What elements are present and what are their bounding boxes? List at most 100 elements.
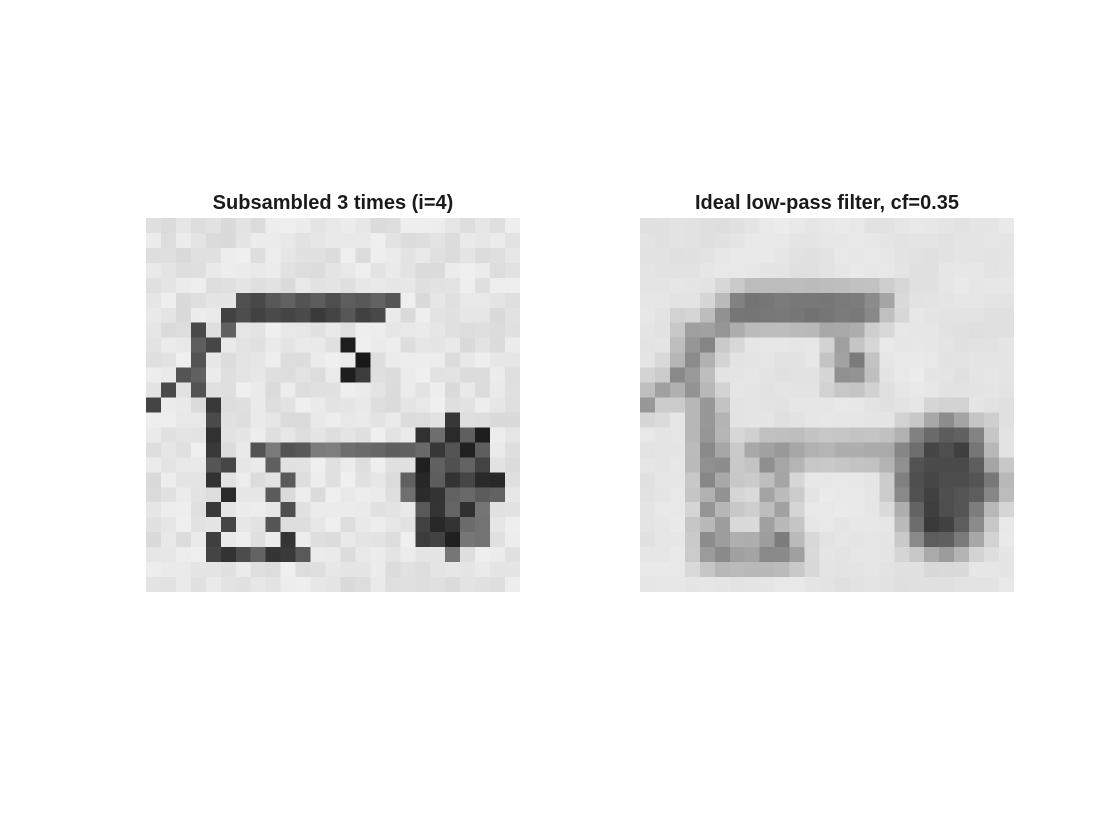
pixel <box>236 308 251 323</box>
pixel <box>685 457 700 472</box>
pixel <box>909 383 924 398</box>
pixel <box>894 308 909 323</box>
pixel <box>640 383 655 398</box>
pixel <box>685 398 700 413</box>
pixel <box>445 562 460 577</box>
pixel <box>326 233 341 248</box>
pixel <box>730 263 745 278</box>
pixel <box>939 502 954 517</box>
pixel <box>879 383 894 398</box>
pixel <box>326 472 341 487</box>
pixel <box>400 248 415 263</box>
pixel <box>326 398 341 413</box>
pixel <box>685 368 700 383</box>
pixel <box>430 442 445 457</box>
pixel <box>146 338 161 353</box>
pixel <box>849 233 864 248</box>
pixel <box>251 442 266 457</box>
pixel <box>251 218 266 233</box>
pixel <box>146 308 161 323</box>
pixel <box>445 383 460 398</box>
pixel <box>251 248 266 263</box>
pixel <box>326 547 341 562</box>
pixel <box>146 577 161 592</box>
pixel <box>505 248 520 263</box>
pixel <box>640 323 655 338</box>
pixel <box>430 532 445 547</box>
pixel <box>730 218 745 233</box>
pixel <box>296 547 311 562</box>
pixel <box>805 293 820 308</box>
pixel <box>430 218 445 233</box>
pixel <box>505 353 520 368</box>
pixel <box>685 562 700 577</box>
pixel <box>266 233 281 248</box>
pixel <box>909 293 924 308</box>
pixel <box>849 338 864 353</box>
pixel <box>820 398 835 413</box>
pixel <box>385 562 400 577</box>
pixel <box>370 353 385 368</box>
pixel <box>281 472 296 487</box>
pixel <box>311 457 326 472</box>
pixel <box>655 278 670 293</box>
pixel <box>266 547 281 562</box>
pixel <box>820 517 835 532</box>
pixel <box>296 278 311 293</box>
pixel <box>221 263 236 278</box>
pixel <box>879 487 894 502</box>
pixel <box>370 308 385 323</box>
pixel <box>969 398 984 413</box>
pixel <box>385 353 400 368</box>
pixel <box>385 457 400 472</box>
pixel <box>805 457 820 472</box>
pixel <box>161 427 176 442</box>
pixel <box>355 532 370 547</box>
pixel <box>415 547 430 562</box>
pixel <box>894 263 909 278</box>
pixel <box>266 487 281 502</box>
pixel <box>236 383 251 398</box>
pixel <box>655 487 670 502</box>
pixel <box>879 577 894 592</box>
pixel <box>820 308 835 323</box>
pixel <box>670 278 685 293</box>
pixel <box>266 218 281 233</box>
pixel <box>924 427 939 442</box>
pixel <box>445 263 460 278</box>
pixel <box>805 368 820 383</box>
pixel <box>355 248 370 263</box>
pixel <box>760 547 775 562</box>
pixel <box>281 427 296 442</box>
pixel <box>206 233 221 248</box>
pixel <box>700 218 715 233</box>
pixel <box>775 472 790 487</box>
pixel <box>834 577 849 592</box>
pixel <box>490 472 505 487</box>
pixel <box>640 577 655 592</box>
pixel <box>236 547 251 562</box>
pixel <box>281 248 296 263</box>
pixel <box>161 502 176 517</box>
pixel <box>475 338 490 353</box>
pixel <box>296 248 311 263</box>
pixel <box>655 338 670 353</box>
pixel <box>730 353 745 368</box>
pixel <box>999 532 1014 547</box>
pixel <box>430 412 445 427</box>
pixel <box>326 577 341 592</box>
pixel <box>311 487 326 502</box>
pixel <box>760 383 775 398</box>
pixel <box>400 323 415 338</box>
pixel <box>385 547 400 562</box>
pixel <box>730 338 745 353</box>
pixel <box>790 278 805 293</box>
pixel <box>355 517 370 532</box>
pixel <box>775 427 790 442</box>
pixel <box>221 532 236 547</box>
pixel <box>909 502 924 517</box>
pixel <box>355 412 370 427</box>
pixel <box>670 398 685 413</box>
pixel <box>894 338 909 353</box>
pixel <box>251 293 266 308</box>
